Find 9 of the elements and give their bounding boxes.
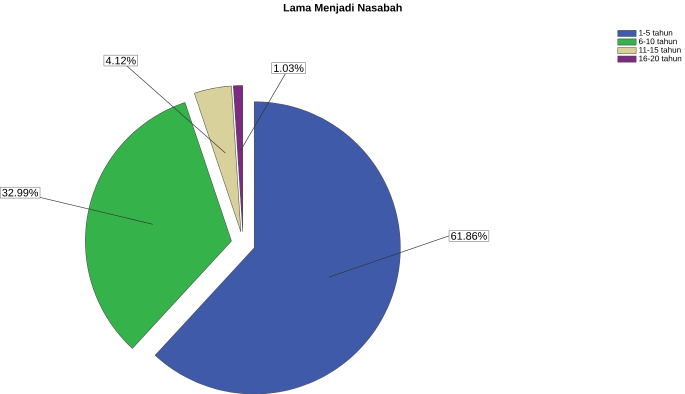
data-label: 32.99% xyxy=(2,188,38,196)
data-label: 61.86% xyxy=(451,232,487,240)
legend-label: 1-5 tahun xyxy=(639,30,672,36)
legend-label: 6-10 tahun xyxy=(638,38,677,44)
legend-label: 16-20 tahun xyxy=(639,55,682,62)
data-label: 1.03% xyxy=(274,64,304,72)
chart-title: Lama Menjadi Nasabah xyxy=(284,3,402,14)
legend-label: 11-15 tahun xyxy=(639,46,681,53)
data-label: 4.12% xyxy=(106,56,136,64)
